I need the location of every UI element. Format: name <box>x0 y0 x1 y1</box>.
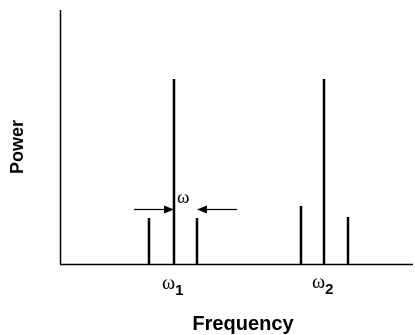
omega-1-label: ω1 <box>162 272 184 299</box>
spacing-arrow-right <box>197 205 237 214</box>
omega-2-label: ω2 <box>312 271 334 298</box>
spacing-label: ω <box>177 187 190 208</box>
spacing-arrow-left <box>134 205 174 214</box>
x-axis-title: Frequency <box>192 313 294 335</box>
y-axis-title: Power <box>7 120 27 174</box>
